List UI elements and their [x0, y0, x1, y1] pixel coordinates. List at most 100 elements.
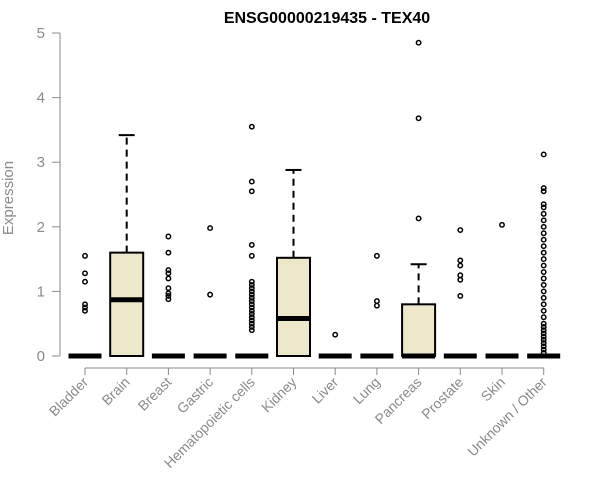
- outlier-point: [248, 314, 255, 321]
- outlier-point: [248, 123, 255, 130]
- x-tick-label: Lung: [350, 374, 383, 407]
- outlier-point: [248, 311, 255, 317]
- outlier-point: [248, 323, 255, 330]
- outlier-point: [457, 272, 464, 279]
- outlier-point: [499, 221, 505, 228]
- x-tick-label: Kidney: [258, 374, 300, 416]
- outlier-point: [540, 230, 547, 237]
- outlier-point: [165, 275, 172, 282]
- outlier-point: [248, 252, 255, 259]
- x-tick-label: Unknown / Other: [464, 374, 550, 460]
- box-body: [401, 303, 437, 358]
- outlier-point: [165, 285, 172, 292]
- outlier-point: [373, 252, 380, 259]
- outlier-point: [332, 331, 339, 338]
- outlier-point: [248, 188, 255, 195]
- outlier-point: [540, 281, 547, 288]
- outlier-point: [248, 288, 255, 295]
- box-gastric: [193, 225, 227, 359]
- outlier-point: [82, 301, 88, 308]
- outlier-point: [540, 249, 547, 256]
- box-liver: [318, 331, 352, 359]
- outlier-point: [165, 249, 172, 256]
- outlier-point: [540, 275, 547, 282]
- y-tick-label: 3: [37, 154, 45, 171]
- box-kidney: [276, 168, 311, 358]
- outlier-point: [248, 298, 255, 305]
- outlier-point: [540, 314, 547, 321]
- outlier-point: [82, 304, 88, 311]
- outlier-point: [540, 333, 547, 340]
- box-bladder: [68, 252, 102, 359]
- box-prostate: [443, 227, 477, 359]
- outlier-point: [540, 346, 547, 353]
- outlier-point: [82, 307, 88, 314]
- outlier-point: [207, 291, 214, 298]
- outlier-point: [457, 262, 464, 269]
- outlier-point: [457, 227, 464, 233]
- outlier-point: [540, 343, 547, 350]
- box-body: [276, 256, 311, 358]
- outlier-point: [540, 256, 547, 263]
- outlier-point: [82, 270, 88, 277]
- outlier-point: [165, 270, 172, 277]
- outlier-point: [207, 225, 214, 232]
- outlier-point: [457, 276, 464, 283]
- outlier-point: [540, 323, 547, 330]
- outlier-point: [165, 296, 172, 303]
- box-series: [68, 39, 561, 359]
- outlier-point: [248, 307, 255, 314]
- outlier-point: [248, 294, 255, 301]
- outlier-point: [540, 288, 547, 295]
- y-tick-label: 2: [37, 219, 45, 236]
- outlier-point: [373, 298, 380, 305]
- outlier-point: [540, 262, 547, 269]
- box-lung: [360, 252, 394, 359]
- outlier-point: [248, 241, 255, 248]
- box-pancreas: [401, 39, 437, 359]
- outlier-point: [165, 233, 172, 240]
- box-body: [109, 251, 145, 357]
- x-tick-label: Liver: [309, 374, 342, 407]
- box-breast: [151, 233, 185, 359]
- outlier-point: [248, 301, 255, 308]
- outlier-point: [415, 39, 422, 46]
- outlier-point: [248, 281, 255, 288]
- outlier-point: [540, 210, 547, 217]
- outlier-point: [248, 278, 255, 285]
- outlier-point: [540, 349, 547, 356]
- y-tick-label: 5: [37, 25, 45, 42]
- outlier-point: [457, 257, 464, 264]
- outlier-point: [540, 236, 547, 243]
- box-unknown-other: [527, 151, 561, 359]
- outlier-point: [248, 291, 255, 298]
- outlier-point: [540, 223, 547, 230]
- outlier-point: [540, 243, 547, 250]
- chart-title: ENSG00000219435 - TEX40: [224, 10, 430, 27]
- outlier-point: [373, 302, 380, 309]
- outlier-point: [540, 217, 547, 224]
- outlier-point: [248, 327, 255, 334]
- outlier-point: [248, 304, 255, 311]
- outlier-point: [248, 320, 255, 327]
- outlier-point: [540, 204, 547, 211]
- outlier-point: [540, 201, 547, 208]
- box-hematopoietic-cells: [235, 123, 269, 359]
- outlier-point: [540, 269, 547, 275]
- x-tick-label: Bladder: [46, 374, 92, 420]
- outlier-point: [540, 301, 547, 308]
- outlier-point: [540, 327, 547, 334]
- outlier-point: [540, 188, 547, 195]
- x-tick-label: Prostate: [418, 374, 466, 422]
- x-tick-label: Brain: [98, 374, 132, 408]
- outlier-point: [248, 178, 255, 185]
- y-tick-label: 1: [37, 283, 45, 300]
- outlier-point: [415, 215, 422, 222]
- outlier-point: [540, 336, 547, 343]
- outlier-point: [82, 278, 88, 285]
- outlier-point: [540, 307, 547, 314]
- outlier-point: [415, 115, 422, 122]
- outlier-point: [540, 340, 547, 347]
- box-skin: [485, 221, 519, 359]
